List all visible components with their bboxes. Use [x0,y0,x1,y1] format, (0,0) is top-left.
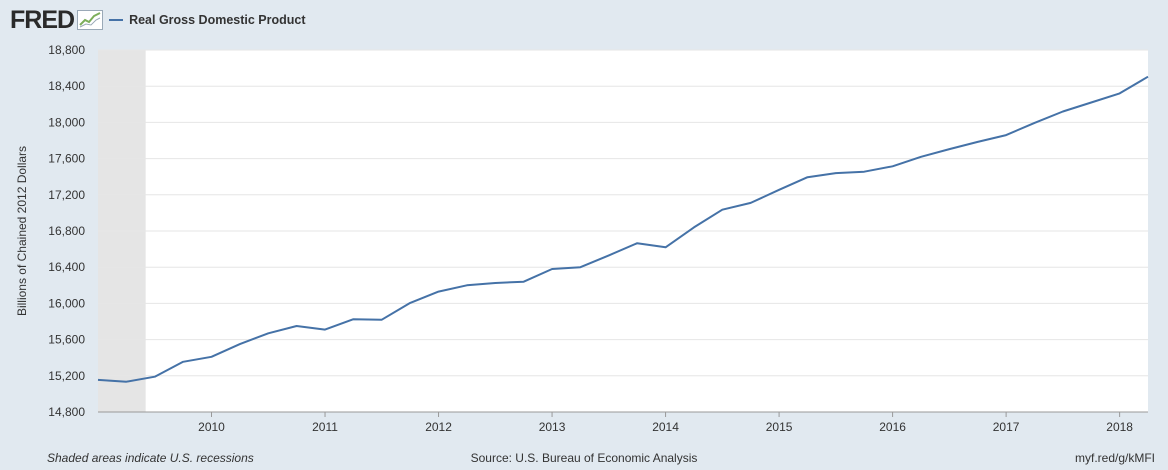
recession-note: Shaded areas indicate U.S. recessions [47,451,254,465]
data-point[interactable] [379,317,385,323]
y-tick-label: 16,000 [48,296,85,310]
data-point[interactable] [123,379,129,385]
x-tick-label: 2013 [539,420,566,434]
chart-header: FRED Real Gross Domestic Product [10,6,306,34]
data-point[interactable] [577,264,583,270]
data-point[interactable] [1088,99,1094,105]
x-axis-ticks: 2010 2011 2012 2013 2014 2015 2016 2017 2018 [198,412,1133,434]
x-tick-label: 2014 [652,420,679,434]
x-tick-label: 2018 [1106,420,1133,434]
grid-lines [98,49,1148,377]
series-line [97,75,1149,383]
data-point[interactable] [606,252,612,258]
data-point[interactable] [918,154,924,160]
y-tick-label: 17,600 [48,152,85,166]
y-tick-label: 18,400 [48,79,85,93]
data-point[interactable] [663,244,669,250]
data-point[interactable] [95,377,101,383]
data-point[interactable] [1117,90,1123,96]
data-point[interactable] [833,170,839,176]
data-point[interactable] [719,207,725,213]
x-tick-label: 2012 [425,420,452,434]
series-layer [95,74,1151,385]
fred-graph-icon [77,10,104,30]
data-point[interactable] [294,323,300,329]
data-point[interactable] [237,341,243,347]
line-chart: 14,800 15,200 15,600 16,000 16,400 16,800 17,2… [15,43,1151,434]
data-point[interactable] [776,187,782,193]
data-point[interactable] [492,280,498,286]
data-point[interactable] [464,282,470,288]
y-tick-label: 16,400 [48,260,85,274]
y-tick-label: 14,800 [48,405,85,419]
y-axis-label: Billions of Chained 2012 Dollars [15,146,29,316]
data-point[interactable] [804,174,810,180]
y-tick-label: 18,000 [48,115,85,129]
data-point[interactable] [209,354,215,360]
data-point[interactable] [350,316,356,322]
data-point[interactable] [1003,132,1009,138]
data-point[interactable] [748,200,754,206]
legend-label: Real Gross Domestic Product [129,13,306,27]
data-point[interactable] [549,266,555,272]
data-point[interactable] [1060,109,1066,115]
x-tick-label: 2011 [312,420,338,434]
x-tick-label: 2017 [993,420,1020,434]
data-point[interactable] [975,139,981,145]
x-tick-label: 2010 [198,420,225,434]
fred-logo[interactable]: FRED [10,5,75,34]
y-axis-ticks: 14,800 15,200 15,600 16,000 16,400 16,800 17,2… [48,43,85,419]
data-point[interactable] [691,224,697,230]
data-point[interactable] [322,327,328,333]
data-point[interactable] [1031,120,1037,126]
y-tick-label: 18,800 [48,43,85,57]
data-point[interactable] [890,163,896,169]
source-note: Source: U.S. Bureau of Economic Analysis [470,451,698,465]
y-tick-label: 17,200 [48,188,85,202]
data-point[interactable] [946,146,952,152]
x-tick-label: 2015 [766,420,793,434]
y-tick-label: 15,200 [48,369,85,383]
y-tick-label: 15,600 [48,333,85,347]
short-url-link[interactable]: myf.red/g/kMFI [1074,451,1155,465]
data-point[interactable] [861,169,867,175]
data-point[interactable] [634,240,640,246]
data-point[interactable] [180,359,186,365]
data-point[interactable] [152,374,158,380]
data-point[interactable] [1145,74,1151,80]
y-tick-label: 16,800 [48,224,85,238]
data-point[interactable] [521,279,527,285]
data-point[interactable] [407,300,413,306]
data-point[interactable] [436,289,442,295]
legend-line-swatch [109,19,124,21]
legend: Real Gross Domestic Product [109,13,306,27]
x-tick-label: 2016 [879,420,906,434]
data-point[interactable] [265,330,271,336]
